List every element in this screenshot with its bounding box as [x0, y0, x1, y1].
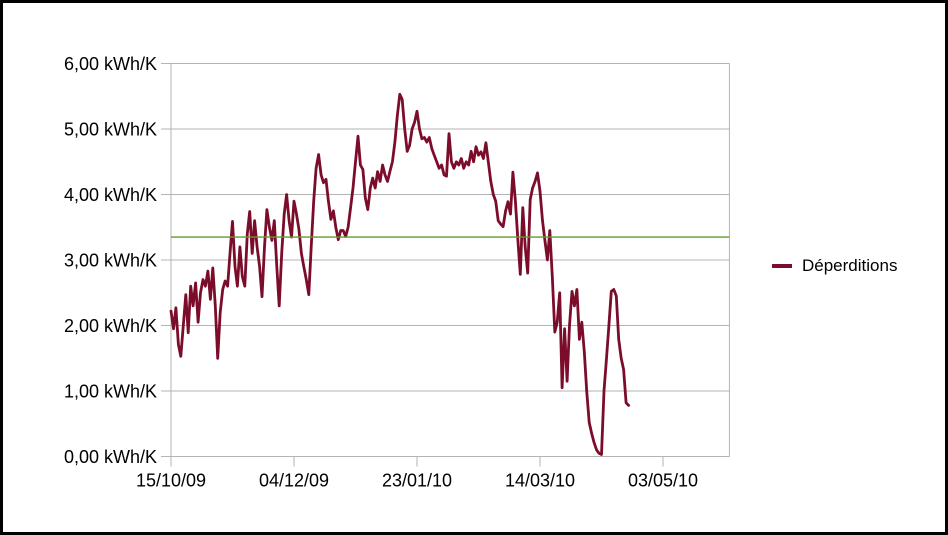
series-line — [169, 92, 630, 456]
legend: Déperditions — [772, 256, 897, 276]
y-axis-label: 1,00 kWh/K — [64, 381, 157, 401]
y-axis-label: 3,00 kWh/K — [64, 250, 157, 270]
legend-series-marker-icon — [772, 264, 792, 268]
x-axis-label: 23/01/10 — [382, 471, 452, 491]
legend-label: Déperditions — [802, 256, 898, 275]
line-chart-canvas: 0,00 kWh/K 1,00 kWh/K 2,00 kWh/K 3,00 kWh/K… — [64, 54, 730, 491]
x-axis-label: 15/10/09 — [136, 471, 206, 491]
y-axis-label: 4,00 kWh/K — [64, 185, 157, 205]
x-axis-label: 04/12/09 — [259, 471, 329, 491]
y-axis-label: 2,00 kWh/K — [64, 316, 157, 336]
x-axis-label: 03/05/10 — [628, 471, 698, 491]
x-axis-label: 14/03/10 — [505, 471, 575, 491]
y-axis-label: 5,00 kWh/K — [64, 119, 157, 139]
y-axis-label: 6,00 kWh/K — [64, 54, 157, 74]
y-axis-label: 0,00 kWh/K — [64, 447, 157, 467]
